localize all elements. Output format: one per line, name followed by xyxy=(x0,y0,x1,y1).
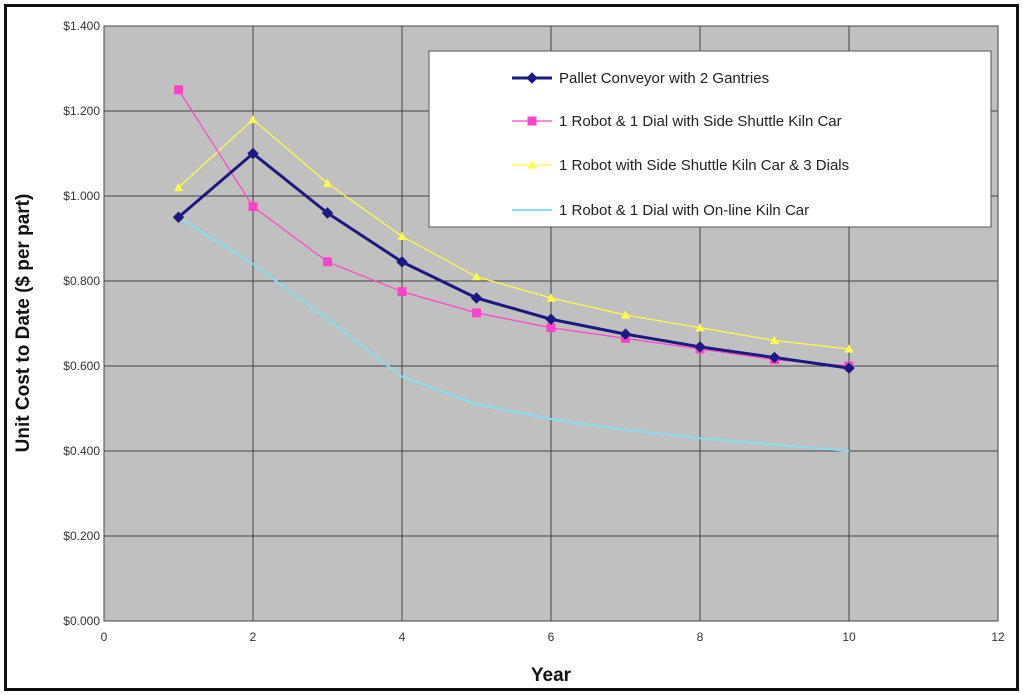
x-tick-label: 12 xyxy=(991,630,1005,644)
chart-frame: $0.000 $0.200 $0.400 $0.600 $0.800 $1.000 $1.2… xyxy=(4,4,1019,691)
data-point-series-1 xyxy=(321,207,334,219)
data-point-series-1 xyxy=(619,328,632,340)
y-tick-label: $0.800 xyxy=(63,274,100,288)
y-tick-label: $0.400 xyxy=(63,444,100,458)
data-point-series-1 xyxy=(172,211,185,223)
series-line-1 xyxy=(177,152,850,370)
y-tick-label: $1.400 xyxy=(63,19,100,33)
y-tick-label: $1.200 xyxy=(63,104,100,118)
x-tick-label: 0 xyxy=(101,630,108,644)
data-point-series-3 xyxy=(323,178,332,187)
data-point-series-3 xyxy=(621,310,630,319)
y-tick-label: $0.600 xyxy=(63,359,100,373)
series-line-2 xyxy=(177,89,850,367)
legend-entry-label: Pallet Conveyor with 2 Gantries xyxy=(559,70,769,87)
data-point-series-1 xyxy=(694,341,706,353)
legend: Pallet Conveyor with 2 Gantries 1 Robot &… xyxy=(428,50,992,228)
y-tick-label: $0.200 xyxy=(63,529,100,543)
x-tick-label: 2 xyxy=(250,630,257,644)
legend-swatch-marker xyxy=(527,116,537,126)
data-point-series-3 xyxy=(397,231,407,240)
x-tick-label: 8 xyxy=(697,630,704,644)
x-tick-label: 10 xyxy=(842,630,856,644)
legend-box xyxy=(428,50,992,228)
data-point-series-2 xyxy=(472,308,481,318)
data-series xyxy=(177,89,850,452)
y-tick-label: $1.000 xyxy=(63,189,100,203)
legend-swatch-marker xyxy=(527,160,537,169)
data-point-series-1 xyxy=(247,147,259,160)
data-markers xyxy=(172,85,855,374)
legend-entry-label: 1 Robot with Side Shuttle Kiln Car & 3 D… xyxy=(559,157,849,174)
y-tick-label: $0.000 xyxy=(63,614,100,628)
data-point-series-1 xyxy=(843,362,855,374)
y-axis-title: Unit Cost to Date ($ per part) xyxy=(13,194,34,453)
x-axis-title: Year xyxy=(531,665,572,686)
x-tick-label: 6 xyxy=(548,630,555,644)
data-point-series-1 xyxy=(545,313,557,325)
data-point-series-1 xyxy=(470,292,483,304)
data-point-series-3 xyxy=(248,115,258,124)
data-point-series-1 xyxy=(396,256,408,268)
data-point-series-2 xyxy=(323,257,332,267)
legend-entry-label: 1 Robot & 1 Dial with Side Shuttle Kiln … xyxy=(559,113,842,130)
tick-labels: $0.000 $0.200 $0.400 $0.600 $0.800 $1.000 $1.2… xyxy=(63,19,1005,644)
series-line-4 xyxy=(177,216,850,452)
plot-border xyxy=(103,25,999,622)
data-point-series-1 xyxy=(768,351,781,364)
data-point-series-3 xyxy=(472,272,481,281)
data-point-series-3 xyxy=(770,336,779,345)
line-chart: $0.000 $0.200 $0.400 $0.600 $0.800 $1.000 $1.2… xyxy=(13,19,1005,686)
data-point-series-2 xyxy=(248,202,258,212)
data-point-series-3 xyxy=(546,293,556,302)
legend-entry-label: 1 Robot & 1 Dial with On-line Kiln Car xyxy=(559,202,809,219)
data-point-series-3 xyxy=(174,183,183,192)
data-point-series-2 xyxy=(546,323,556,333)
data-point-series-3 xyxy=(695,323,705,332)
grid-lines xyxy=(103,25,999,622)
data-point-series-3 xyxy=(844,344,854,353)
data-point-series-2 xyxy=(397,287,407,297)
series-line-3 xyxy=(178,118,850,350)
data-point-series-2 xyxy=(174,85,183,95)
x-tick-label: 4 xyxy=(399,630,406,644)
legend-swatch-marker xyxy=(526,72,538,84)
